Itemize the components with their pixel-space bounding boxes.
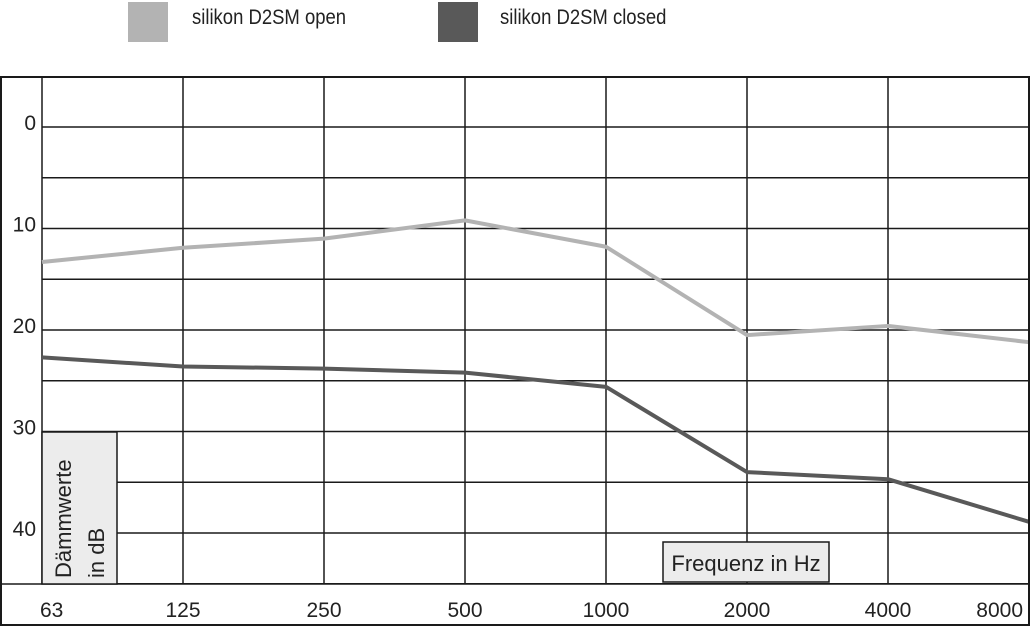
x-tick-labels: 63 125 250 500 1000 2000 4000 8000: [40, 599, 1023, 622]
legend-swatch-open: [128, 2, 168, 42]
x-tick-label: 2000: [724, 599, 771, 622]
series-line-closed: [41, 355, 1030, 524]
x-tick-label: 4000: [865, 599, 912, 622]
y-tick-label: 20: [13, 315, 36, 338]
x-tick-label: 1000: [583, 599, 630, 622]
y-tick-labels: 0 10 20 30 40: [13, 112, 36, 541]
legend-swatch-closed: [438, 2, 478, 42]
x-tick-label: 63: [40, 599, 63, 622]
y-tick-label: 40: [13, 518, 36, 541]
x-tick-label: 8000: [976, 599, 1023, 622]
series-line-open: [41, 218, 1030, 345]
x-axis-label: Frequenz in Hz: [671, 551, 820, 576]
y-tick-label: 30: [13, 417, 36, 440]
x-axis-label-box: Frequenz in Hz: [662, 541, 830, 583]
grid: [1, 77, 1030, 585]
legend-label-open: silikon D2SM open: [192, 6, 347, 29]
plot-frame: [0, 76, 1030, 626]
x-tick-label: 500: [447, 599, 482, 622]
y-axis-label-box: Dämmwerte in dB: [41, 431, 118, 585]
y-axis-label-line-1: Dämmwerte: [51, 459, 76, 578]
x-tick-label: 125: [165, 599, 200, 622]
y-tick-label: 0: [24, 112, 36, 135]
x-tick-label: 250: [306, 599, 341, 622]
legend-label-closed: silikon D2SM closed: [500, 6, 667, 29]
y-tick-label: 10: [13, 214, 36, 237]
y-axis-label-line-2: in dB: [84, 528, 109, 578]
series-lines: [41, 218, 1030, 524]
